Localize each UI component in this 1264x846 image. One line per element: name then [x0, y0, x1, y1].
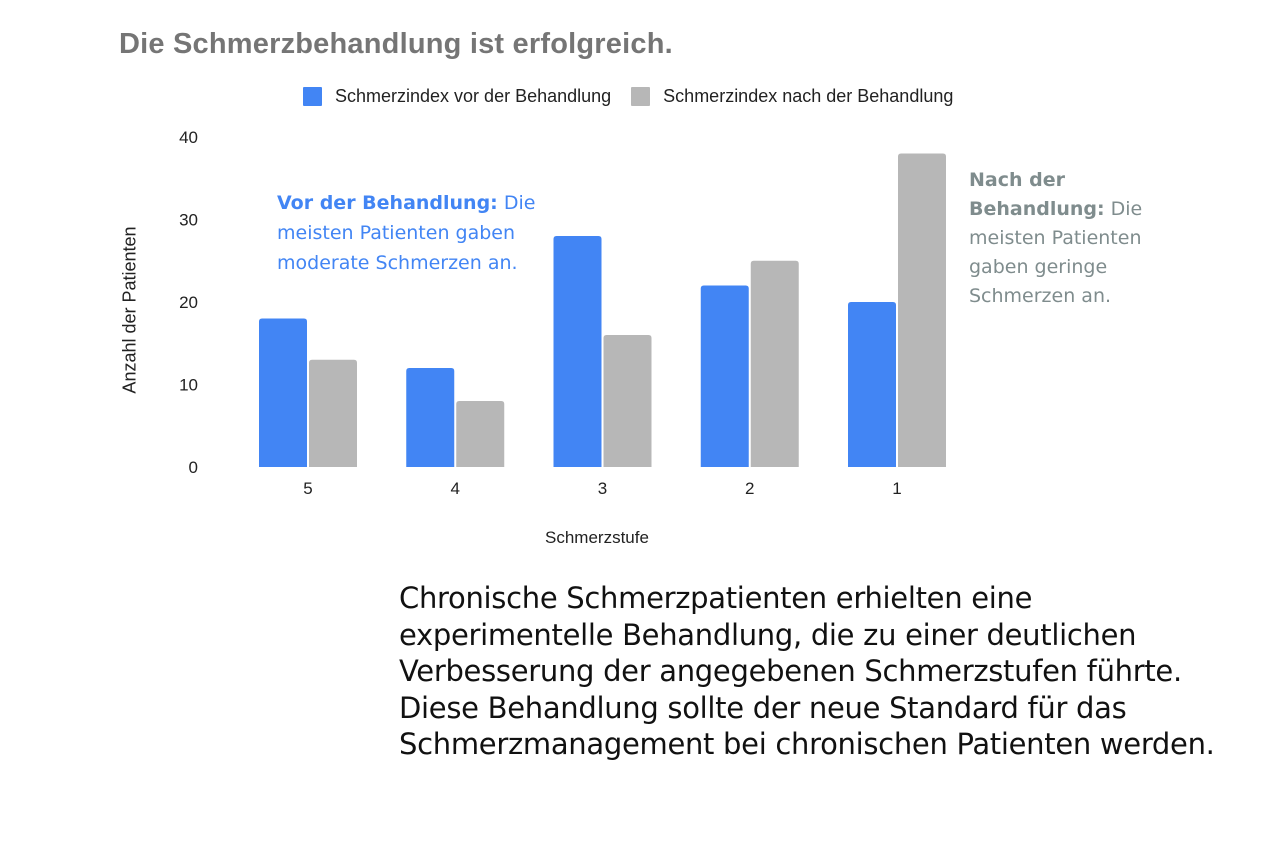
bar-after-3 — [603, 335, 652, 467]
y-tick-label: 0 — [189, 458, 198, 477]
legend-item-before: Schmerzindex vor der Behandlung — [303, 86, 611, 107]
description-text: Chronische Schmerzpatienten erhielten ei… — [399, 581, 1215, 761]
x-tick-label: 3 — [598, 479, 607, 498]
y-axis-title: Anzahl der Patienten — [119, 226, 140, 394]
legend-swatch-after — [631, 86, 651, 106]
legend-swatch-before — [303, 86, 322, 106]
bar-before-3 — [553, 236, 602, 467]
bar-after-5 — [309, 359, 357, 467]
bar-before-1 — [848, 302, 896, 467]
chart-title: Die Schmerzbehandlung ist erfolgreich. — [119, 28, 673, 60]
bar-before-5 — [259, 318, 307, 467]
x-tick-label: 2 — [745, 479, 754, 498]
bar-before-4 — [406, 368, 455, 467]
y-tick-label: 20 — [179, 293, 198, 312]
annotation-after-text: Die meisten Patienten gaben geringe Schm… — [969, 198, 1143, 307]
legend-label-before: Schmerzindex vor der Behandlung — [335, 85, 612, 106]
annotation-before-text: Die meisten Patienten gaben moderate Sch… — [277, 192, 536, 274]
x-tick-label: 1 — [892, 479, 901, 498]
x-tick-label: 5 — [303, 479, 312, 498]
bar-after-2 — [750, 260, 799, 467]
chart-legend: Schmerzindex vor der Behandlung Schmerzi… — [303, 85, 973, 107]
x-axis-title: Schmerzstufe — [545, 528, 649, 547]
annotation-after: Nach der Behandlung: Die meisten Patient… — [969, 166, 1169, 311]
bar-after-1 — [898, 153, 946, 467]
annotation-before-bold: Vor der Behandlung: — [277, 192, 498, 214]
legend-label-after: Schmerzindex nach der Behandlung — [663, 85, 954, 106]
y-tick-label: 40 — [179, 128, 198, 147]
annotation-before: Vor der Behandlung: Die meisten Patiente… — [277, 188, 547, 278]
y-tick-label: 30 — [179, 211, 198, 230]
legend-item-after: Schmerzindex nach der Behandlung — [631, 86, 953, 107]
bar-before-2 — [700, 285, 749, 467]
bar-chart: 0 10 20 30 40 5 4 3 2 1 — [179, 128, 946, 498]
x-tick-label: 4 — [451, 479, 460, 498]
bar-after-4 — [456, 401, 505, 467]
y-tick-label: 10 — [179, 376, 198, 395]
annotation-after-bold: Nach der Behandlung: — [969, 169, 1105, 220]
